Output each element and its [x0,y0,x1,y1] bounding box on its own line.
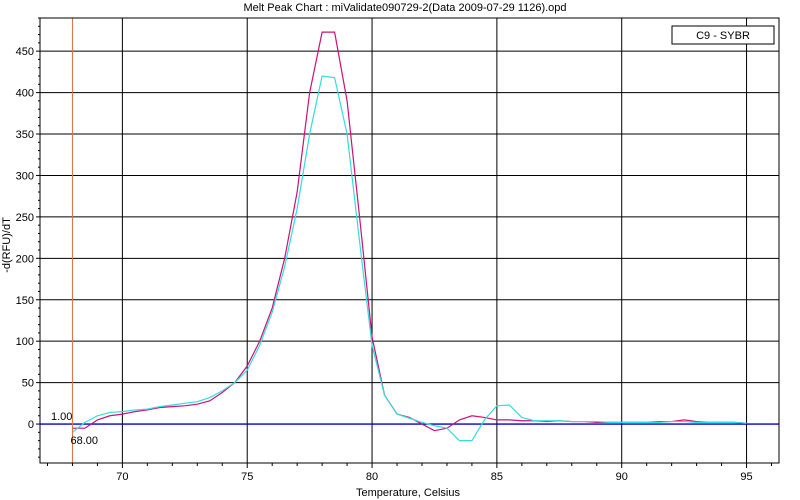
x-tick-label: 75 [241,471,253,483]
y-axis-ticks: 0 50 100 150 200 250 300 350 400 450 [16,17,40,458]
series-layer [72,31,747,442]
y-tick-label: 0 [28,419,34,431]
y-axis-label: -d(RFU)/dT [1,217,13,273]
y-tick-label: 200 [16,253,34,265]
y-tick-label: 300 [16,170,34,182]
y-tick-label: 150 [16,295,34,307]
grid [40,18,779,463]
x-tick-label: 80 [366,471,378,483]
x-axis-ticks: 70 75 80 85 90 95 [46,463,773,483]
x-axis-label: Temperature, Celsius [356,487,460,499]
x-tick-label: 70 [116,471,128,483]
legend-box [671,25,775,45]
series-line-1 [72,31,747,432]
x-tick-label: 85 [491,471,503,483]
y-tick-label: 250 [16,212,34,224]
legend: C9 - SYBR [671,25,775,45]
cursor-y-label: 1.00 [51,411,72,423]
x-tick-label: 90 [616,471,628,483]
y-tick-label: 50 [22,378,34,390]
x-tick-label: 95 [740,471,752,483]
y-tick-label: 450 [16,46,34,58]
legend-label: C9 - SYBR [696,30,750,42]
y-tick-label: 100 [16,336,34,348]
y-tick-label: 400 [16,88,34,100]
cursor-layer: 1.00 68.00 [51,18,98,463]
cursor-x-label: 68.00 [70,435,98,447]
y-tick-label: 350 [16,129,34,141]
series-line-2 [72,75,747,442]
plot-border [39,17,780,464]
chart-title: Melt Peak Chart : miValidate090729-2(Dat… [243,2,566,14]
